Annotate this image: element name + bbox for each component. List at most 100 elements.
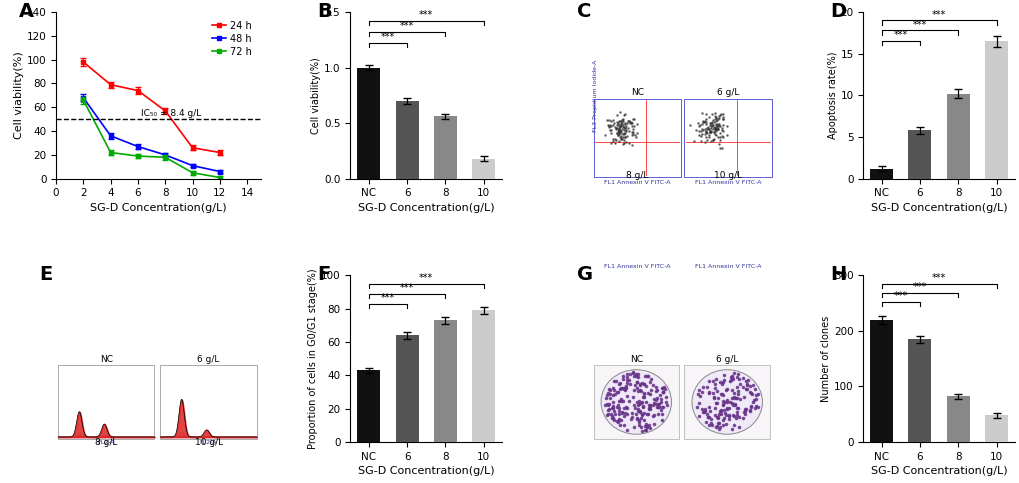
- Point: [692, 393, 708, 400]
- Point: [633, 423, 649, 431]
- Point: [690, 209, 706, 216]
- Point: [720, 415, 737, 423]
- Point: [608, 111, 625, 119]
- Point: [682, 121, 698, 129]
- Point: [702, 127, 718, 135]
- Point: [689, 119, 705, 127]
- Point: [695, 211, 711, 218]
- Y-axis label: Cell viability(%): Cell viability(%): [14, 52, 23, 139]
- Point: [593, 207, 609, 215]
- Point: [615, 385, 632, 393]
- Point: [735, 393, 751, 401]
- Point: [722, 376, 739, 384]
- Point: [624, 141, 640, 148]
- Point: [642, 378, 658, 386]
- 72 h: [105, 150, 117, 156]
- Point: [625, 125, 641, 133]
- Point: [707, 201, 723, 209]
- Point: [625, 128, 641, 135]
- Point: [705, 123, 721, 130]
- Point: [606, 465, 623, 473]
- Point: [715, 212, 732, 220]
- Point: [693, 126, 709, 133]
- Bar: [472, 159, 494, 179]
- Point: [723, 468, 740, 476]
- Point: [621, 208, 637, 215]
- FancyBboxPatch shape: [593, 99, 680, 177]
- Point: [607, 465, 624, 473]
- Bar: [433, 320, 457, 442]
- Point: [720, 404, 737, 412]
- Point: [709, 121, 726, 129]
- Point: [726, 389, 742, 397]
- FancyBboxPatch shape: [160, 449, 257, 483]
- Line: 24 h: 24 h: [81, 59, 222, 155]
- Point: [605, 204, 622, 212]
- Point: [647, 399, 663, 407]
- Point: [605, 211, 622, 218]
- Point: [615, 140, 632, 147]
- Point: [626, 386, 642, 394]
- Point: [608, 129, 625, 137]
- Point: [698, 129, 714, 137]
- Point: [612, 115, 629, 123]
- Point: [611, 209, 628, 217]
- Point: [633, 199, 649, 207]
- Point: [713, 400, 730, 408]
- Point: [744, 398, 760, 406]
- Point: [706, 381, 722, 388]
- Point: [619, 370, 635, 378]
- Point: [713, 128, 730, 135]
- Text: 10 g/L: 10 g/L: [195, 438, 222, 447]
- Point: [633, 469, 649, 477]
- Point: [702, 199, 718, 207]
- Point: [622, 118, 638, 126]
- Point: [610, 123, 627, 131]
- Point: [741, 389, 757, 397]
- Point: [697, 110, 713, 118]
- Point: [723, 401, 740, 409]
- Point: [638, 410, 654, 418]
- Point: [689, 390, 705, 398]
- Point: [603, 219, 620, 227]
- Text: ***: ***: [912, 20, 926, 29]
- Point: [648, 386, 664, 394]
- Text: E: E: [40, 265, 53, 284]
- Point: [638, 422, 654, 430]
- Point: [610, 126, 627, 133]
- Point: [700, 206, 716, 214]
- Point: [598, 391, 614, 399]
- Point: [612, 129, 629, 137]
- Text: NC: NC: [630, 88, 643, 97]
- Point: [708, 125, 725, 133]
- Point: [603, 404, 620, 412]
- Text: ***: ***: [419, 10, 433, 20]
- Point: [630, 416, 646, 424]
- Point: [618, 127, 634, 135]
- Point: [713, 144, 730, 152]
- Point: [620, 203, 636, 211]
- Point: [720, 412, 737, 420]
- Point: [718, 131, 735, 139]
- Point: [619, 204, 635, 212]
- Point: [647, 383, 663, 391]
- Point: [615, 130, 632, 138]
- Point: [610, 122, 627, 130]
- Point: [708, 387, 725, 395]
- Point: [691, 122, 707, 129]
- Point: [614, 200, 631, 208]
- Point: [600, 124, 616, 131]
- Point: [630, 387, 646, 395]
- Point: [711, 423, 728, 430]
- Point: [700, 388, 716, 396]
- Point: [604, 414, 621, 422]
- Point: [698, 124, 714, 131]
- Point: [705, 135, 721, 143]
- Point: [709, 120, 726, 128]
- Point: [735, 374, 751, 382]
- 72 h: [214, 174, 226, 180]
- Point: [702, 215, 718, 223]
- Point: [627, 404, 643, 412]
- Point: [613, 217, 630, 225]
- Point: [616, 217, 633, 225]
